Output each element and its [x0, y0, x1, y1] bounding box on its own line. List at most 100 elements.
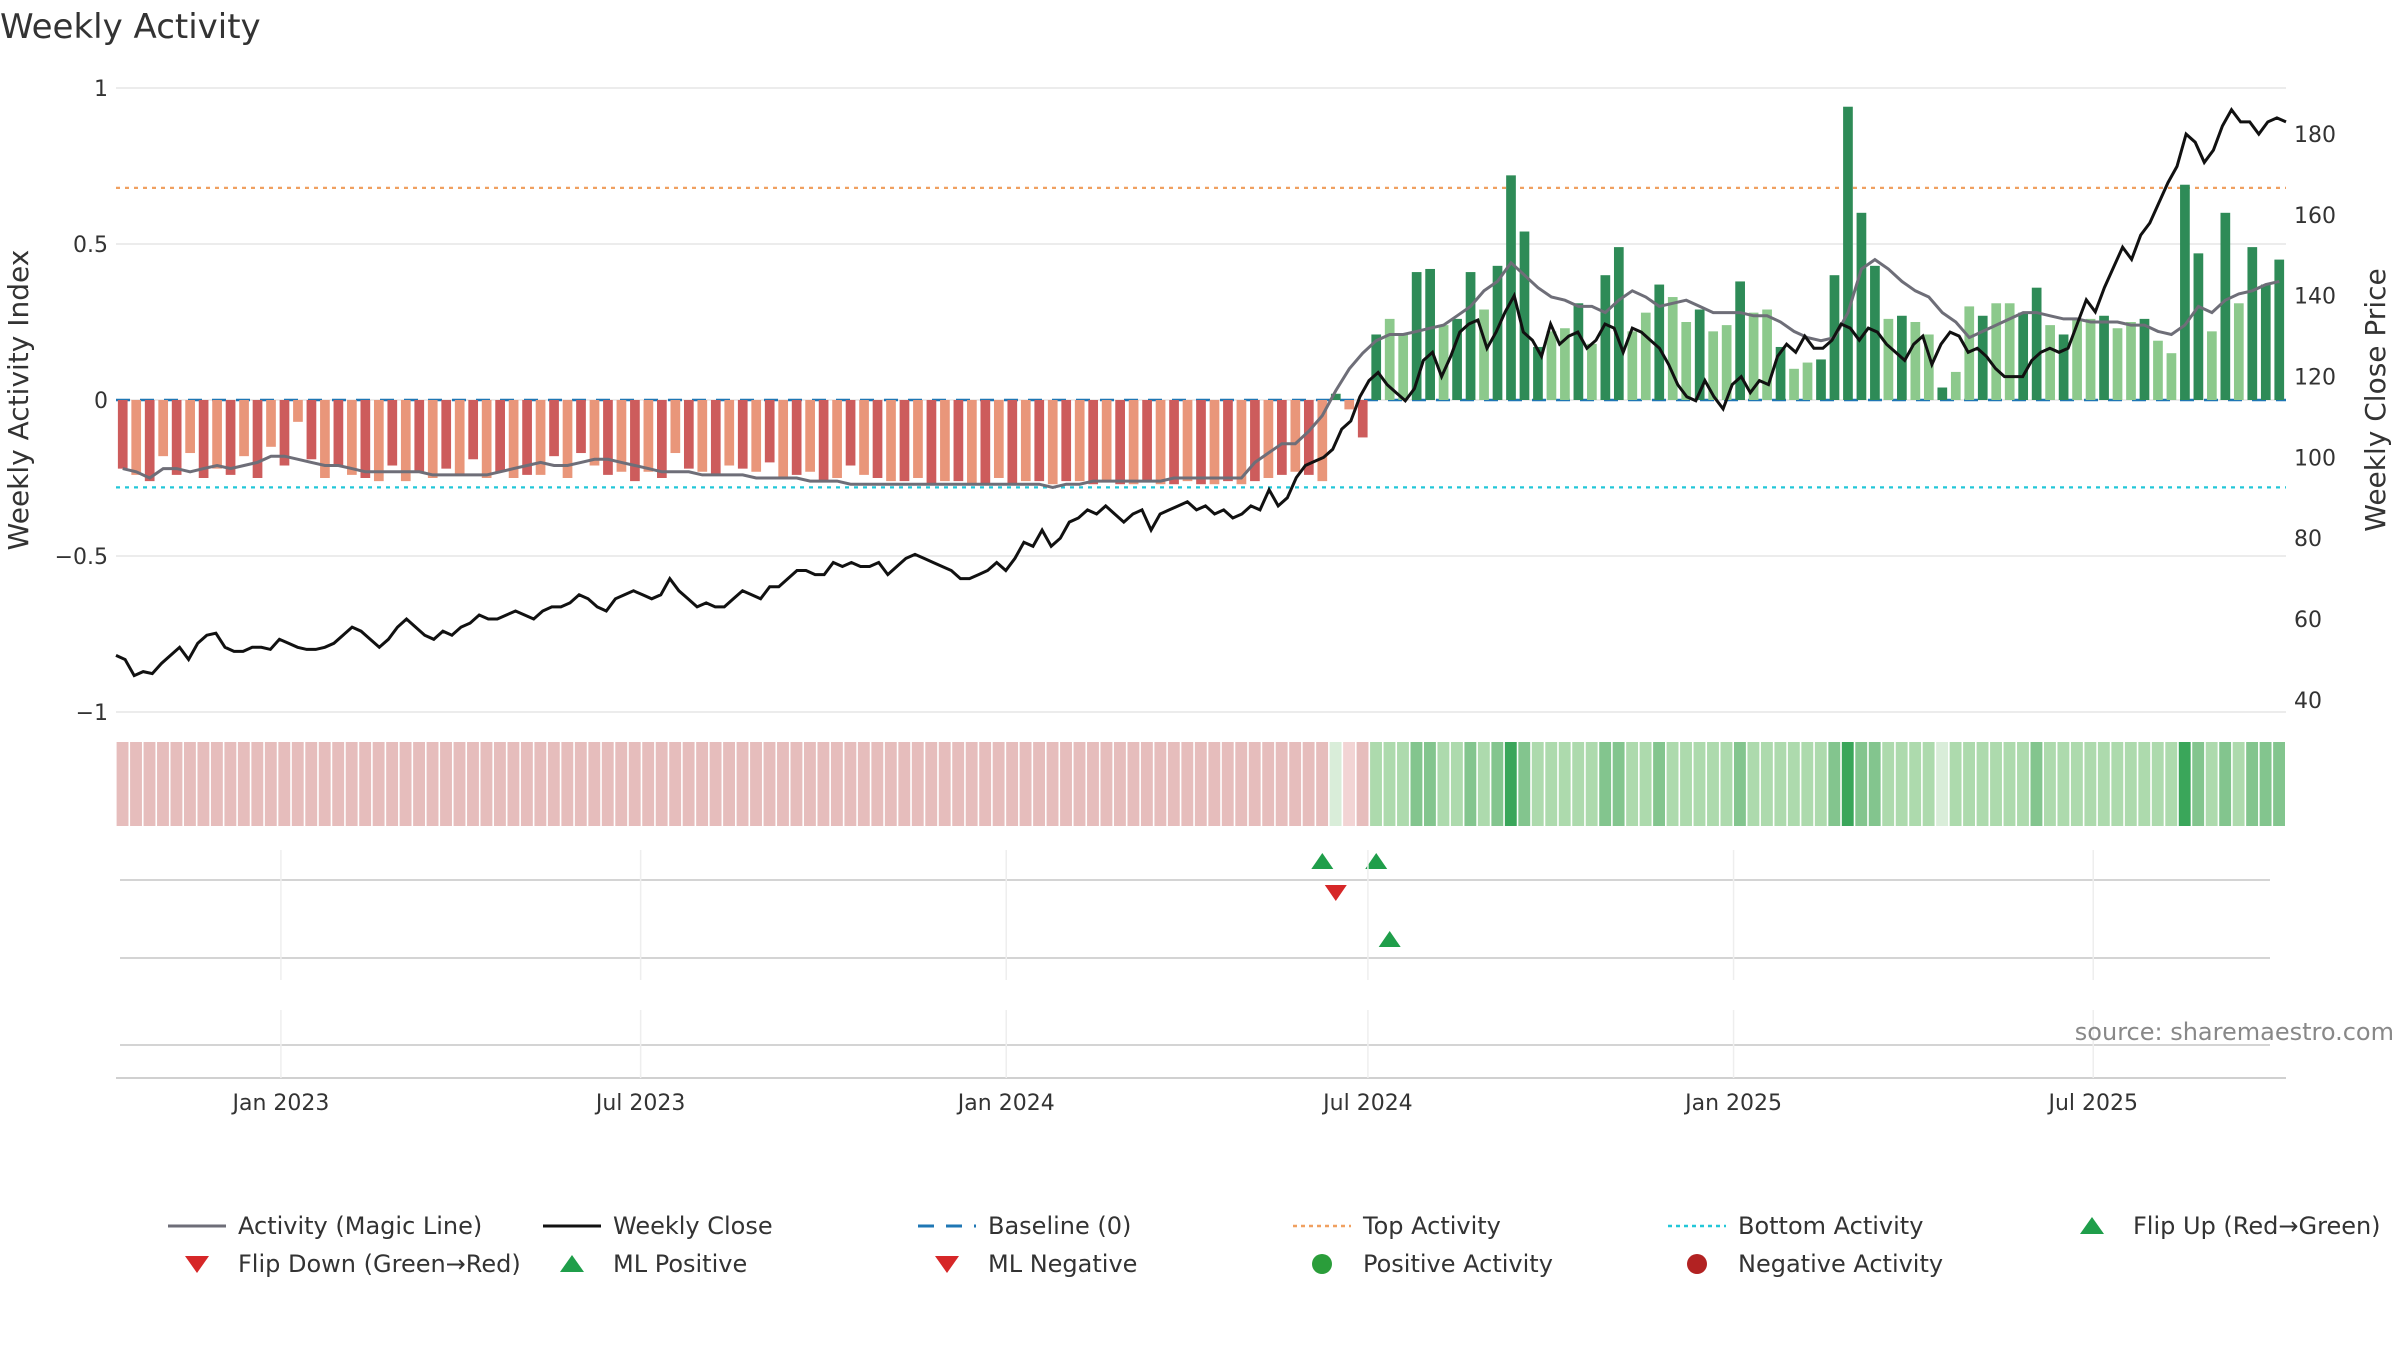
heat-cell	[2111, 742, 2124, 826]
activity-bar	[2139, 318, 2150, 400]
y2-tick-label: 40	[2294, 689, 2322, 714]
activity-bar	[1506, 175, 1516, 400]
heat-cell	[628, 742, 641, 826]
activity-bar	[347, 400, 357, 475]
activity-bar	[2274, 259, 2285, 400]
activity-bar	[1169, 400, 1179, 485]
activity-bar	[1452, 318, 1462, 400]
heat-cell	[534, 742, 547, 826]
legend-label: Top Activity	[1362, 1212, 1501, 1240]
heat-cell	[763, 742, 776, 826]
activity-bar	[2099, 315, 2109, 400]
chart-title: Weekly Activity	[0, 7, 261, 47]
series-lines	[115, 107, 2287, 678]
y-tick-label: 0.5	[73, 233, 108, 258]
heat-cell	[1356, 742, 1369, 826]
activity-bar	[1748, 312, 1759, 400]
activity-bar	[495, 400, 505, 472]
activity-bar	[967, 400, 977, 485]
activity-bar	[2166, 353, 2177, 400]
heat-cell	[2165, 742, 2178, 826]
heat-cell	[1747, 742, 1760, 826]
heat-cell	[1680, 742, 1692, 826]
heat-cell	[2178, 742, 2191, 826]
activity-bar	[1115, 400, 1125, 485]
activity-bar	[1344, 400, 1355, 410]
activity-bar	[1667, 297, 1678, 400]
legend-item: Negative Activity	[1687, 1250, 1943, 1278]
x-tick-label: Jul 2024	[1321, 1091, 1413, 1116]
activity-bar	[1142, 400, 1152, 482]
activity-bar	[683, 400, 694, 469]
activity-bar	[414, 400, 425, 472]
activity-bar	[1155, 400, 1166, 485]
activity-bar	[1950, 371, 1961, 400]
legend-label: Negative Activity	[1738, 1250, 1943, 1278]
heat-cell	[655, 742, 668, 826]
activity-bar	[2004, 303, 2015, 400]
activity-bar	[1937, 387, 1948, 400]
heat-cell	[1936, 742, 1949, 826]
activity-bar	[131, 400, 142, 475]
heat-cell	[1343, 742, 1355, 826]
activity-bar	[2126, 322, 2136, 400]
legend-swatch	[560, 1255, 584, 1272]
heat-cell	[372, 742, 385, 826]
activity-bar	[252, 400, 263, 478]
heat-cell	[1154, 742, 1167, 826]
heat-cell	[278, 742, 291, 826]
activity-bar	[158, 400, 169, 457]
activity-bar	[1613, 247, 1624, 400]
heat-cell	[467, 742, 479, 826]
heat-cell	[1558, 742, 1571, 826]
heat-cell	[1531, 742, 1544, 826]
heat-cell	[426, 742, 439, 826]
heat-cell	[790, 742, 803, 826]
heat-cell	[992, 742, 1005, 826]
activity-bar	[2031, 287, 2042, 400]
activity-bar	[926, 400, 937, 485]
heat-cell	[1383, 742, 1396, 826]
activity-bar	[522, 400, 532, 475]
heat-cell	[1060, 742, 1072, 826]
legend-swatch	[1687, 1254, 1707, 1274]
activity-bar	[144, 400, 155, 482]
heat-cell	[574, 742, 587, 826]
legend-item: ML Negative	[935, 1250, 1137, 1278]
activity-bar	[818, 400, 829, 482]
heat-cell	[871, 742, 884, 826]
activity-bar	[616, 400, 627, 472]
heat-cell	[318, 742, 331, 826]
y2-tick-label: 140	[2294, 285, 2336, 310]
y2-axis-title: Weekly Close Price	[2359, 268, 2392, 531]
heat-cell	[817, 742, 830, 826]
activity-bar	[1546, 331, 1557, 400]
magic-line	[122, 257, 2280, 489]
activity-bar	[320, 400, 330, 478]
heat-cell	[1262, 742, 1275, 826]
heat-cell	[345, 742, 358, 826]
legend-label: Bottom Activity	[1738, 1212, 1923, 1240]
activity-bar	[1977, 315, 1988, 400]
legend-label: Weekly Close	[613, 1212, 773, 1240]
legend-swatch	[2080, 1217, 2104, 1234]
activity-bar	[1425, 268, 1435, 400]
activity-bar	[791, 400, 802, 475]
heat-cell	[1990, 742, 2002, 826]
heat-cell	[2246, 742, 2259, 826]
legend-item: Bottom Activity	[1668, 1212, 1923, 1240]
heat-cell	[561, 742, 574, 826]
heat-cell	[386, 742, 399, 826]
legend: Activity (Magic Line) Weekly Close Baselin…	[168, 1212, 2381, 1278]
heat-cell	[1976, 742, 1989, 826]
activity-bar	[845, 400, 856, 466]
heat-cell	[157, 742, 169, 826]
heat-cell	[1113, 742, 1126, 826]
heat-cell	[1895, 742, 1908, 826]
activity-bar	[2180, 184, 2190, 400]
activity-bar	[373, 400, 384, 482]
activity-bar	[1007, 400, 1018, 485]
activity-bar	[1277, 400, 1287, 475]
heat-cell	[1275, 742, 1288, 826]
activity-bar	[710, 400, 721, 475]
